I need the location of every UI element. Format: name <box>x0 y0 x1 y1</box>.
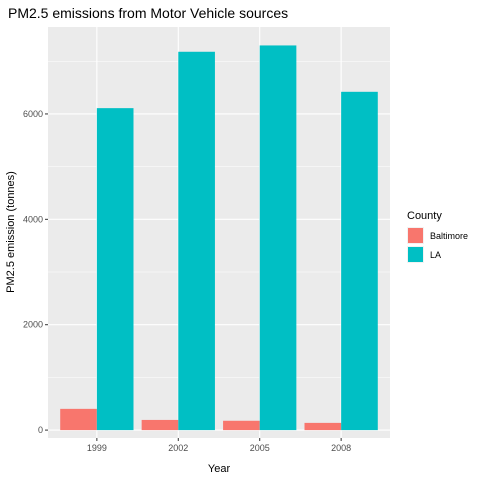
x-axis: 1999 2002 2005 2008 <box>87 438 351 453</box>
bar-baltimore-2002 <box>141 419 179 431</box>
bar-la-2002 <box>178 51 215 431</box>
legend: County Baltimore LA <box>407 210 468 263</box>
y-axis-title: PM2.5 emission (tonnes) <box>5 171 17 293</box>
y-axis: 0 2000 4000 6000 <box>23 109 48 435</box>
x-tick-label: 2008 <box>331 443 351 453</box>
bar-baltimore-1999 <box>60 408 97 431</box>
x-axis-title: Year <box>208 463 231 475</box>
y-tick-label: 6000 <box>23 109 43 119</box>
legend-title: County <box>407 210 442 222</box>
bar-baltimore-2005 <box>223 420 260 431</box>
bar-la-1999 <box>96 108 134 431</box>
legend-swatch-la <box>408 247 423 262</box>
y-tick-label: 4000 <box>23 214 43 224</box>
legend-label-baltimore: Baltimore <box>430 231 468 241</box>
bar-baltimore-2008 <box>304 422 342 431</box>
y-tick-label: 0 <box>38 425 43 435</box>
bars-layer <box>60 45 378 431</box>
chart-title: PM2.5 emissions from Motor Vehicle sourc… <box>8 5 288 21</box>
legend-label-la: LA <box>430 250 441 260</box>
bar-la-2008 <box>341 91 378 431</box>
bar-la-2005 <box>259 45 297 431</box>
x-tick-label: 2002 <box>168 443 188 453</box>
legend-swatch-baltimore <box>408 228 423 243</box>
y-tick-label: 2000 <box>23 320 43 330</box>
x-tick-label: 2005 <box>250 443 270 453</box>
x-tick-label: 1999 <box>87 443 107 453</box>
